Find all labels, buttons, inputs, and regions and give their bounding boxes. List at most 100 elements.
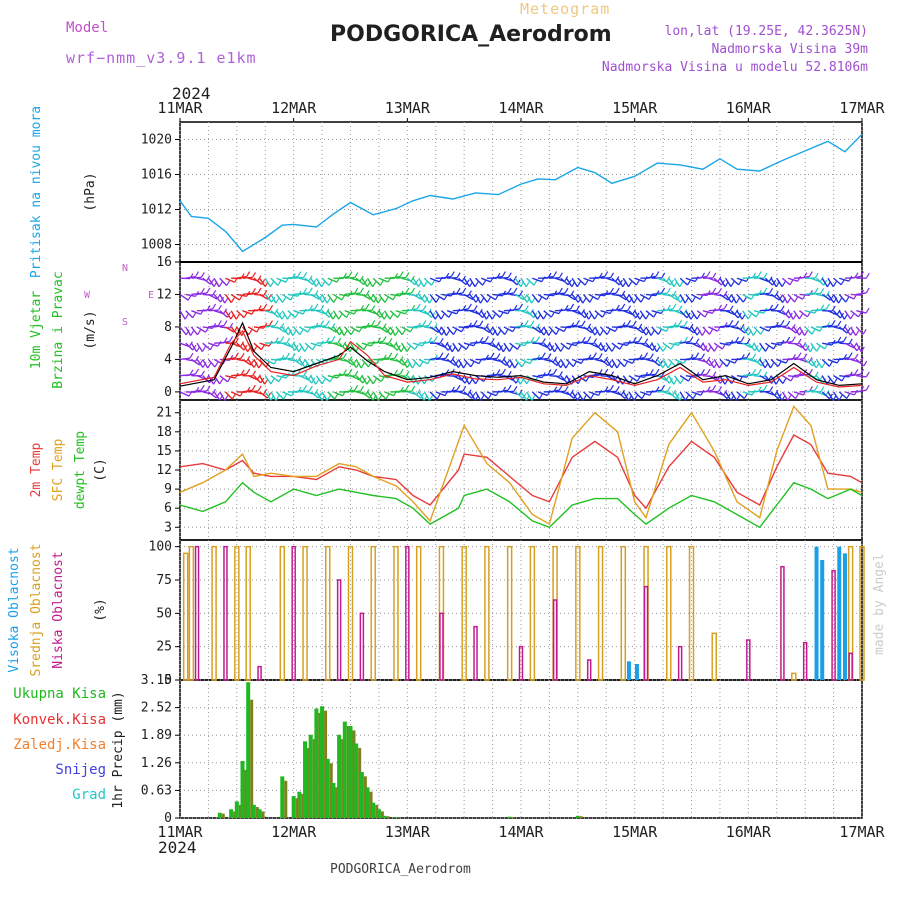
wind-barb-feather [206,385,211,392]
wind-barb-feather [621,290,626,297]
wind-barb-feather [303,287,308,294]
wind-barb [645,275,657,279]
wind-barb-feather [666,287,671,294]
wind-barb [333,391,343,397]
wind-barb-feather [791,336,796,342]
wind-barb-feather [471,392,476,399]
wind-barb [793,358,804,361]
wind-barb-feather [769,304,774,311]
wind-barb-feather [502,346,507,353]
wind-barb [645,373,657,377]
wind-barb [850,310,859,318]
wind-barb-feather [308,287,313,294]
wind-barb-feather [644,338,649,344]
wind-barb-feather [643,276,648,282]
wind-barb [770,342,782,346]
pressure-line [179,133,863,253]
convective-precip-bar [238,804,242,818]
wind-barb [372,375,382,383]
wind-barb-feather [845,296,850,303]
wind-barb [406,277,416,286]
total-precip-bar [325,758,330,818]
wind-barb [822,342,833,346]
wind-barb [736,342,747,345]
wind-barb [327,277,338,283]
wind-barb [514,293,525,301]
wind-barb-feather [638,323,643,330]
wind-barb-feather [507,384,512,391]
wind-barb [628,277,637,286]
wind-barb [560,326,571,329]
wind-barb [696,342,705,352]
wind-barb [639,310,647,320]
wind-barb-feather [758,346,763,353]
wind-barb [549,292,560,296]
xtick-label-top: 12MAR [271,99,317,117]
wind-barb-feather [707,346,712,353]
wind-barb-feather [486,297,491,303]
convective-precip-bar [341,739,345,818]
wind-barb [503,390,514,393]
wind-barb [491,326,499,336]
wind-barb-feather [550,311,555,318]
wind-barb-feather [553,271,558,277]
total-precip-bar [354,743,359,818]
wind-barb-feather [781,281,786,287]
wind-barb-feather [825,303,830,310]
wind-barb [247,326,258,333]
wind-barb-feather [747,313,752,320]
wind-barb [242,276,253,279]
wind-barb [480,326,490,334]
wind-barb [555,390,566,393]
wind-barb [856,374,867,378]
ytick-label: 1020 [141,133,172,148]
wind-barb-feather [846,393,851,399]
wind-barb-feather [599,330,604,336]
wind-barb-feather [814,272,819,279]
wind-barb-feather [575,305,580,311]
wind-barb [520,277,527,288]
wind-barb [492,293,503,297]
wind-barb-feather [822,378,827,384]
wind-barb-feather [797,275,802,282]
wind-barb-feather [251,287,256,294]
mid-cloud-bar [529,545,536,681]
wind-barb-feather [700,389,705,396]
wind-barb-feather [406,346,411,352]
wind-barb-feather [268,340,273,347]
wind-barb-feather [372,378,377,385]
wind-barb-feather [765,346,770,352]
wind-barb [680,340,691,344]
wind-barb-feather [428,297,433,304]
total-precip-bar [314,708,319,818]
wind-barb-feather [742,296,747,303]
wind-barb [264,294,273,303]
wind-barb-feather [314,303,319,310]
wind-barb [469,358,480,365]
low-cloud-bar [643,585,649,681]
wind-barb [293,389,304,393]
wind-barb [753,326,762,335]
total-precip-bar [371,802,376,818]
wind-barb [759,359,766,369]
low-cloud-bar [552,599,558,681]
wind-barb [458,326,469,329]
wind-barb-feather [761,360,766,367]
wind-barb [401,390,412,393]
wind-barb [372,310,382,318]
wind-barb-feather [580,309,585,315]
total-precip-bar [234,801,239,818]
wind-barb [452,375,463,381]
wind-barb-feather [333,297,338,303]
wind-barb-feather [786,336,791,343]
xtick-label-bottom: 16MAR [726,823,772,841]
wind-barb-feather [337,337,342,344]
wind-barb-feather [354,384,359,391]
wind-barb-feather [706,368,711,375]
wind-barb [208,342,219,347]
wind-barb [503,359,511,369]
wind-barb-feather [264,378,269,385]
wind-barb-feather [479,320,484,327]
wind-barb-feather [263,303,268,310]
wind-barb [196,390,208,393]
